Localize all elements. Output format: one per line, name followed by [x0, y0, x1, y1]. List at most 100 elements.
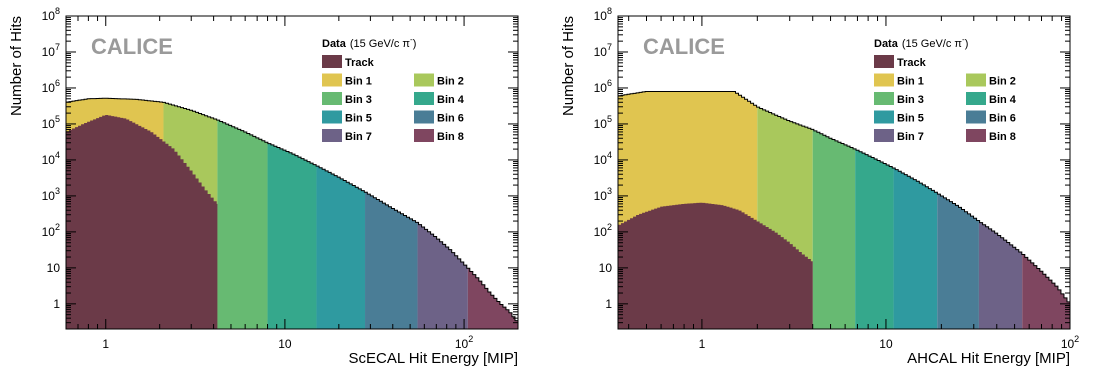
legend-swatch	[874, 55, 894, 68]
chart-panel-ahcal: 1 10 102 103 104 105 106 107 108 1 10 102 AHCAL Hit …	[552, 0, 1104, 369]
legend-title: Data (15 GeV/c π-)	[322, 35, 416, 50]
total-outline	[66, 97, 518, 322]
legend-title-bold: Data	[322, 38, 347, 50]
y-tick-label: 10	[47, 261, 61, 275]
y-tick-label: 10	[599, 261, 613, 275]
legend-label: Bin 6	[989, 113, 1016, 125]
y-axis-label: Number of Hits	[560, 16, 577, 116]
x-tick-exponent: 2	[468, 334, 473, 344]
legend-swatch	[414, 110, 434, 124]
total-outline	[618, 90, 1070, 303]
legend-swatch	[874, 92, 894, 105]
bin-5-region	[316, 166, 366, 329]
legend-swatch	[966, 110, 986, 124]
legend-label: Bin 5	[345, 113, 372, 125]
y-tick-label: 107	[42, 42, 60, 59]
legend-swatch	[966, 73, 986, 87]
x-tick-label: 10	[879, 337, 893, 351]
bin-7-region	[417, 222, 468, 329]
y-tick-label: 105	[42, 114, 60, 131]
y-tick-label: 103	[42, 186, 60, 203]
y-tick-label: 107	[594, 42, 612, 59]
y-tick-label: 1	[605, 297, 612, 311]
legend-title-close: )	[413, 38, 417, 50]
plot-frame	[65, 15, 519, 330]
legend-label: Bin 6	[437, 113, 464, 125]
legend-swatch	[966, 92, 986, 105]
x-axis-label: AHCAL Hit Energy [MIP]	[907, 350, 1070, 367]
plot-frame	[617, 15, 1071, 330]
legend-swatch	[966, 129, 986, 142]
y-tick-label: 102	[594, 222, 612, 239]
y-tick-label: 105	[594, 114, 612, 131]
bin-4-region	[267, 142, 317, 329]
legend-swatch	[322, 110, 342, 124]
calice-watermark: CALICE	[91, 34, 173, 59]
chart-panel-scecal: 1 10 102 103 104 105 106 107 108 1 10 102 ScECAL Hit…	[0, 0, 552, 369]
legend-label: Bin 3	[345, 94, 372, 106]
bin-4-region	[855, 148, 894, 329]
y-tick-label: 106	[594, 78, 612, 95]
legend-label: Bin 1	[345, 76, 372, 88]
x-tick-label: 1	[699, 337, 706, 351]
legend-swatch	[874, 110, 894, 124]
y-tick-label: 106	[42, 78, 60, 95]
legend-label: Track	[345, 57, 375, 69]
legend-title-bold: Data	[874, 38, 899, 50]
x-axis-label: ScECAL Hit Energy [MIP]	[349, 350, 519, 367]
legend-swatch	[322, 73, 342, 87]
legend-label: Track	[897, 57, 927, 69]
legend-label: Bin 1	[897, 76, 924, 88]
legend-swatch	[414, 129, 434, 142]
bin-3-region	[217, 120, 268, 330]
x-tick-label: 10	[278, 337, 292, 351]
legend-label: Bin 8	[437, 131, 464, 143]
legend-label: Bin 8	[989, 131, 1016, 143]
legend-swatch	[322, 55, 342, 68]
legend-label: Bin 4	[989, 94, 1017, 106]
legend-title-text: (15 GeV/c π	[350, 38, 411, 50]
y-tick-label: 102	[42, 222, 60, 239]
bin-6-region	[937, 192, 979, 329]
legend-label: Bin 7	[897, 131, 924, 143]
track-region	[618, 202, 813, 329]
legend-swatch	[322, 92, 342, 105]
legend-label: Bin 2	[989, 76, 1016, 88]
y-tick-label: 104	[42, 150, 60, 167]
legend-title-close: )	[965, 38, 969, 50]
legend-label: Bin 2	[437, 76, 464, 88]
track-region	[66, 114, 218, 329]
x-tick-label: 102	[1061, 334, 1079, 351]
x-tick-exponent: 2	[1074, 334, 1079, 344]
bin-3-region	[812, 129, 856, 329]
calice-watermark: CALICE	[643, 34, 725, 59]
bin-7-region	[978, 220, 1023, 329]
legend-label: Bin 7	[345, 131, 372, 143]
y-tick-label: 104	[594, 150, 612, 167]
legend-title-sup: -	[410, 35, 413, 44]
bin-5-region	[893, 167, 938, 329]
legend-label: Bin 5	[897, 113, 924, 125]
bin-6-region	[365, 192, 418, 329]
legend-swatch	[414, 92, 434, 105]
legend-label: Bin 3	[897, 94, 924, 106]
legend-label: Bin 4	[437, 94, 465, 106]
legend-swatch	[322, 129, 342, 142]
y-axis-label: Number of Hits	[8, 16, 25, 116]
bin-8-region	[1022, 254, 1070, 329]
legend-swatch	[414, 73, 434, 87]
y-tick-label: 1	[53, 297, 60, 311]
x-tick-label: 1	[102, 337, 109, 351]
x-tick-label: 102	[455, 334, 473, 351]
legend-title: Data (15 GeV/c π-)	[874, 35, 968, 50]
legend-title-text: (15 GeV/c π	[902, 38, 963, 50]
y-tick-label: 108	[594, 6, 612, 23]
legend-title-sup: -	[962, 35, 965, 44]
bin-8-region	[467, 268, 518, 329]
y-tick-label: 108	[42, 6, 60, 23]
y-tick-label: 103	[594, 186, 612, 203]
legend-swatch	[874, 73, 894, 87]
legend-swatch	[874, 129, 894, 142]
